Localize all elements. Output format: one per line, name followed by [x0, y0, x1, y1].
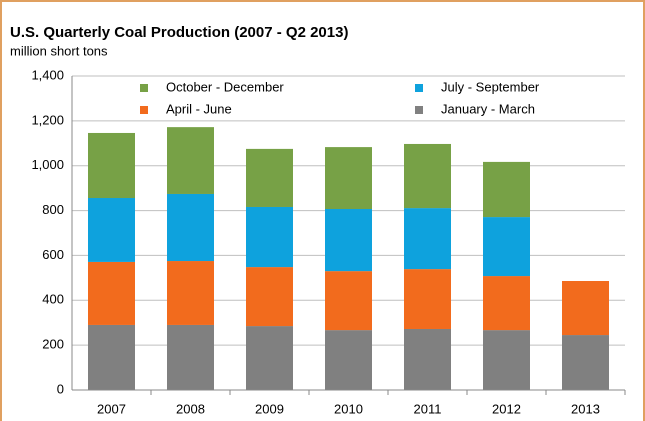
bar-segment: [404, 328, 451, 390]
bar-segment: [562, 280, 609, 336]
y-tick-label: 1,400: [31, 67, 64, 82]
legend-marker: [140, 106, 148, 114]
bar-segment: [246, 206, 293, 268]
x-tick-label: 2009: [255, 401, 284, 416]
y-tick-label: 200: [42, 337, 64, 352]
bar-segment: [167, 324, 214, 390]
chart-subtitle: million short tons: [10, 43, 108, 58]
x-tick-label: 2012: [492, 401, 521, 416]
bar-segment: [483, 330, 530, 390]
y-tick-label: 400: [42, 292, 64, 307]
y-tick-label: 600: [42, 247, 64, 262]
y-tick-label: 1,200: [31, 112, 64, 127]
bar-segment: [88, 132, 135, 199]
legend-marker: [140, 84, 148, 92]
bar-segment: [167, 261, 214, 325]
x-tick-label: 2010: [334, 401, 363, 416]
y-tick-label: 800: [42, 202, 64, 217]
y-tick-label: 1,000: [31, 157, 64, 172]
y-tick-label: 0: [57, 381, 64, 396]
bar-segment: [483, 161, 530, 218]
bar-segment: [246, 267, 293, 327]
bar-segment: [88, 198, 135, 262]
legend-label: January - March: [441, 101, 535, 116]
bar-segment: [404, 143, 451, 209]
bar-segment: [325, 330, 372, 390]
legend-marker: [415, 84, 423, 92]
bar-segment: [404, 269, 451, 329]
legend-label: April - June: [166, 101, 232, 116]
bar-segment: [325, 209, 372, 272]
bar-segment: [88, 261, 135, 325]
bar-segment: [246, 148, 293, 207]
bar-segment: [167, 127, 214, 194]
legend-label: October - December: [166, 79, 284, 94]
bar-segment: [562, 335, 609, 390]
bar-segment: [325, 271, 372, 331]
x-tick-label: 2013: [571, 401, 600, 416]
bar-segment: [404, 208, 451, 270]
legend-marker: [415, 106, 423, 114]
bar-segment: [483, 276, 530, 331]
bar-segment: [325, 147, 372, 210]
bar-segment: [88, 324, 135, 390]
x-tick-label: 2007: [97, 401, 126, 416]
legend-label: July - September: [441, 79, 540, 94]
x-tick-label: 2011: [414, 401, 442, 416]
bar-segment: [246, 326, 293, 390]
chart-title: U.S. Quarterly Coal Production (2007 - Q…: [10, 24, 348, 41]
bar-segment: [167, 193, 214, 262]
bar-segment: [483, 217, 530, 277]
x-tick-label: 2008: [176, 401, 205, 416]
